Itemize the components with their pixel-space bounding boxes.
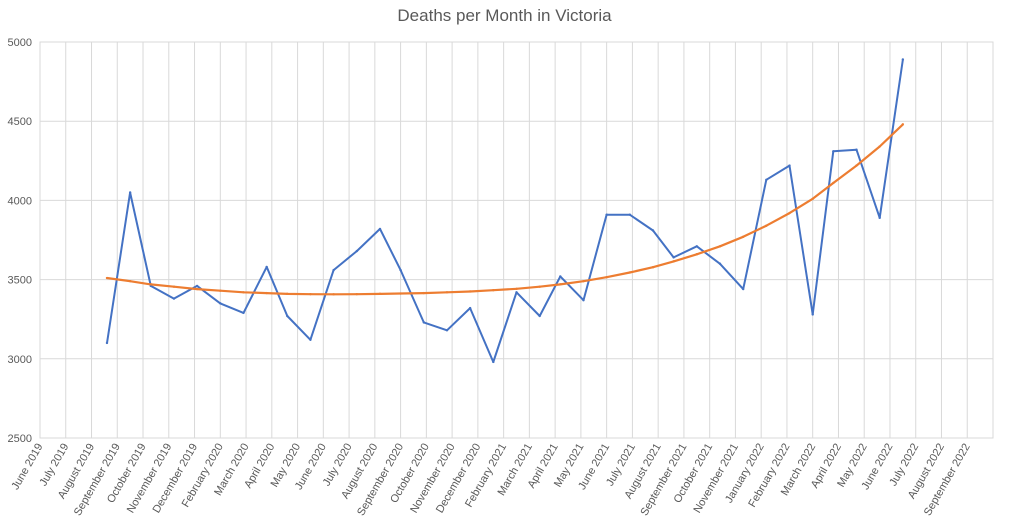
deaths-data-point	[901, 58, 905, 61]
trend-point	[855, 164, 858, 167]
deaths-data-point	[286, 314, 289, 318]
trend-point	[105, 276, 109, 280]
trend-point	[651, 266, 655, 269]
trend-point	[332, 293, 335, 296]
trend-point	[242, 291, 245, 294]
trend-point	[309, 292, 312, 296]
deaths-data-point	[195, 284, 199, 288]
deaths-data-point	[788, 164, 791, 167]
trend-point	[788, 211, 791, 215]
deaths-data-point	[878, 216, 881, 220]
trend-point	[559, 283, 562, 286]
deaths-data-point	[605, 213, 608, 216]
deaths-data-point	[651, 229, 655, 232]
y-tick-label: 2500	[8, 433, 32, 445]
deaths-data-point	[219, 302, 222, 305]
trend-point	[468, 290, 472, 293]
deaths-data-point	[242, 311, 245, 315]
trend-point	[765, 224, 768, 227]
y-tick-label: 5000	[8, 37, 32, 49]
trend-point	[219, 289, 222, 292]
trend-point	[628, 271, 632, 274]
y-tick-label: 3000	[8, 354, 32, 366]
deaths-data-point	[515, 291, 518, 294]
trend-point	[492, 289, 495, 292]
deaths-data-point	[355, 249, 359, 253]
trend-point	[378, 292, 382, 296]
trend-point	[515, 287, 518, 290]
trend-point	[422, 291, 425, 295]
deaths-data-point	[128, 191, 132, 194]
trend-point	[811, 197, 814, 201]
deaths-data-point	[105, 341, 109, 345]
deaths-data-point	[582, 298, 585, 302]
trend-point	[832, 181, 835, 185]
trend-point	[149, 283, 152, 286]
deaths-data-point	[378, 227, 382, 231]
deaths-data-point	[172, 297, 176, 300]
deaths-data-point	[672, 256, 675, 259]
deaths-data-point	[628, 213, 632, 216]
deaths-data-point	[492, 360, 495, 364]
deaths-series-line	[106, 59, 904, 363]
y-tick-label: 4500	[8, 116, 32, 128]
deaths-data-point	[718, 262, 722, 265]
trendline	[106, 123, 904, 296]
trend-point	[355, 292, 359, 296]
deaths-data-point	[559, 275, 562, 278]
trend-point	[695, 253, 698, 256]
trend-point	[195, 287, 199, 291]
trend-point	[901, 123, 905, 126]
y-tick-label: 3500	[8, 275, 32, 287]
trend-point	[286, 292, 289, 296]
chart-title: Deaths per Month in Victoria	[397, 6, 612, 25]
trend-point	[538, 285, 541, 288]
deaths-data-point	[265, 265, 268, 269]
trend-point	[265, 291, 268, 295]
deaths-data-point	[538, 314, 541, 318]
y-tick-label: 4000	[8, 195, 32, 207]
trend-point	[718, 245, 722, 248]
trend-point	[128, 279, 132, 283]
deaths-data-point	[445, 329, 449, 332]
deaths-data-point	[309, 338, 312, 341]
trend-point	[445, 291, 449, 294]
trend-point	[605, 276, 608, 279]
trend-point	[399, 292, 402, 295]
deaths-data-point	[422, 321, 425, 324]
trend-point	[741, 235, 745, 239]
deaths-data-point	[332, 268, 335, 272]
trend-point	[582, 279, 585, 283]
trend-point	[172, 285, 176, 288]
trend-point	[878, 145, 881, 148]
deaths-data-point	[695, 245, 698, 248]
deaths-data-point	[855, 148, 858, 151]
plot-area	[39, 41, 994, 439]
deaths-data-point	[741, 287, 745, 291]
deaths-data-point	[765, 178, 768, 182]
deaths-data-point	[811, 313, 814, 316]
trend-point	[672, 260, 675, 263]
deaths-data-point	[399, 268, 402, 272]
deaths-data-point	[832, 150, 835, 153]
deaths-data-point	[468, 306, 472, 310]
